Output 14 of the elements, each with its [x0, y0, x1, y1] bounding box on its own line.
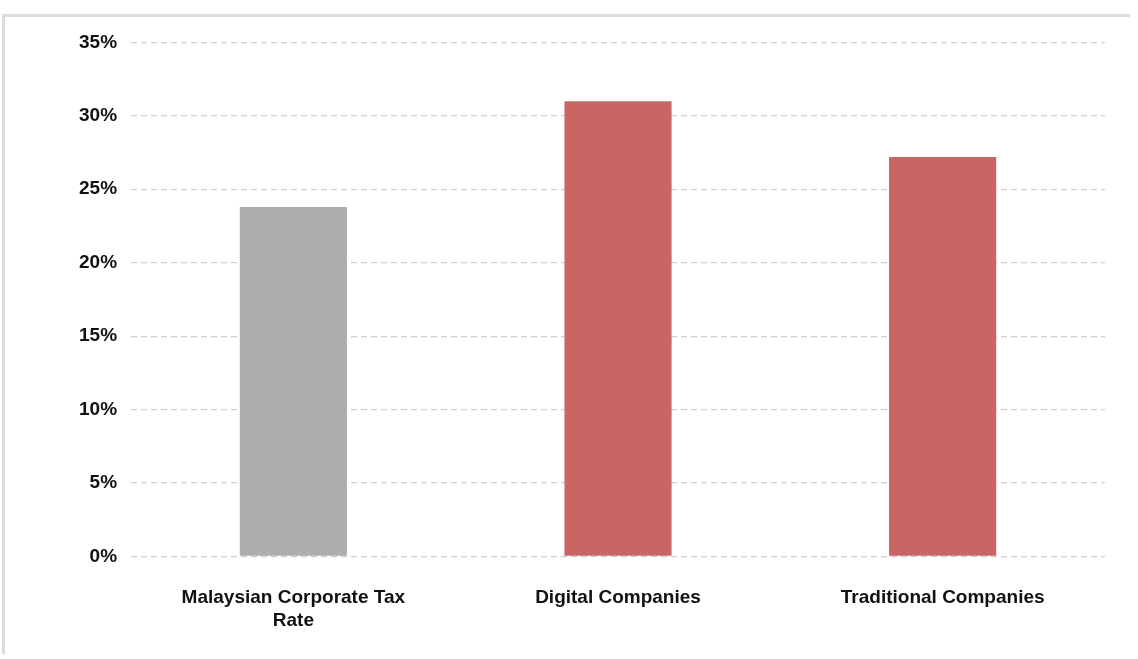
y-tick-label: 10%: [79, 397, 118, 419]
x-tick-label: Traditional Companies: [840, 586, 1045, 608]
bar: [889, 156, 997, 556]
y-tick-label: 15%: [79, 324, 118, 346]
x-tick-label: Malaysian Corporate Tax Rate: [181, 586, 406, 630]
x-tick-label: Digital Companies: [535, 586, 701, 608]
y-tick-label: 0%: [89, 544, 118, 566]
bar: [564, 101, 672, 556]
y-tick-label: 5%: [89, 471, 118, 493]
y-tick-label: 25%: [79, 177, 118, 199]
y-tick-label: 20%: [79, 250, 118, 272]
y-tick-label: 30%: [79, 104, 118, 126]
bar: [239, 206, 347, 556]
y-tick-label: 35%: [79, 30, 118, 52]
